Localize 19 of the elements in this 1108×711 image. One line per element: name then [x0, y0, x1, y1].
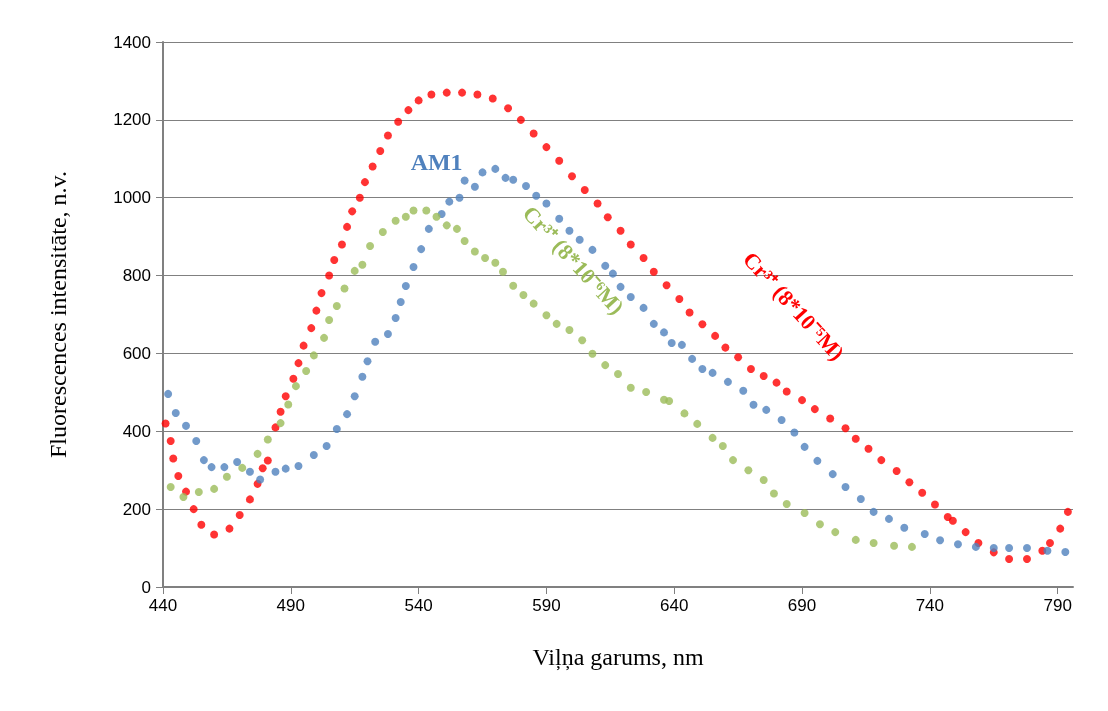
x-tick-label: 640 — [660, 596, 689, 615]
x-tick-label: 590 — [532, 596, 561, 615]
x-tick-label: 540 — [404, 596, 433, 615]
x-tick-label: 440 — [148, 596, 178, 615]
x-tick-label: 790 — [1043, 596, 1072, 615]
y-tick-label: 1200 — [113, 110, 151, 130]
x-tick-label: 740 — [915, 596, 945, 615]
y-tick-label: 200 — [122, 499, 151, 519]
y-axis-title: Fluorescences intensitāte, n.v. — [45, 170, 71, 459]
y-tick-label: 600 — [122, 343, 151, 363]
x-tick-label: 490 — [276, 596, 305, 615]
series-label: AM1 — [410, 149, 463, 176]
y-tick-label: 0 — [141, 577, 151, 597]
y-tick-label: 400 — [122, 421, 151, 441]
y-tick-label: 1400 — [113, 32, 151, 52]
y-tick-label: 1000 — [113, 188, 151, 208]
x-axis-title: Viļņa garums, nm — [532, 644, 704, 671]
y-tick-label: 800 — [122, 266, 151, 286]
x-tick-label: 690 — [787, 596, 817, 615]
